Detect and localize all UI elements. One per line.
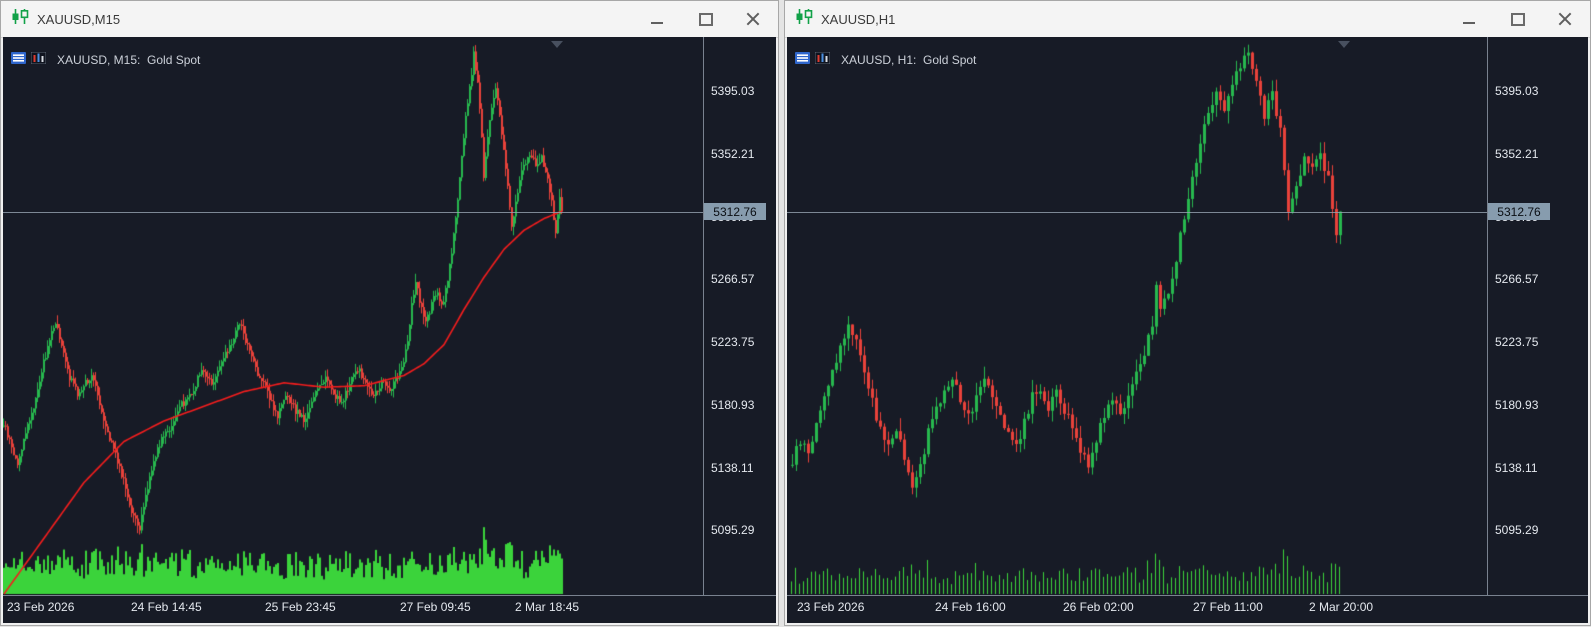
- time-axis-label: 26 Feb 02:00: [1063, 600, 1134, 614]
- time-axis-label: 23 Feb 2026: [797, 600, 865, 614]
- candlestick-chart-icon: [11, 9, 29, 29]
- close-button[interactable]: [746, 12, 760, 26]
- bar-chart-icon[interactable]: [814, 51, 831, 69]
- titlebar[interactable]: XAUUSD,M15: [1, 1, 778, 38]
- window-controls: [1462, 1, 1572, 37]
- time-axis-label: 24 Feb 16:00: [935, 600, 1006, 614]
- time-axis-label: 2 Mar 18:45: [515, 600, 580, 614]
- price-axis-label: 5138.11: [711, 460, 754, 475]
- time-axis-label: 27 Feb 09:45: [400, 600, 471, 614]
- price-axis[interactable]: 5395.035352.215309.395266.575223.755180.…: [703, 37, 776, 595]
- price-axis-label: 5395.03: [711, 83, 755, 98]
- chart-end-marker-icon[interactable]: [551, 41, 563, 48]
- price-axis-label: 5138.11: [1495, 460, 1538, 475]
- time-axis-label: 25 Feb 23:45: [265, 600, 336, 614]
- market-watch-icon[interactable]: [795, 51, 810, 69]
- time-axis[interactable]: 23 Feb 2026 24 Feb 16:00 26 Feb 02:00 27 Fe…: [787, 595, 1588, 618]
- market-watch-icon[interactable]: [11, 51, 26, 69]
- chart-legend: XAUUSD, M15: Gold Spot: [11, 51, 200, 69]
- bar-chart-icon[interactable]: [30, 51, 47, 69]
- window-title: XAUUSD,H1: [821, 11, 896, 27]
- price-axis-label: 5180.93: [711, 397, 755, 412]
- price-axis[interactable]: 5395.035352.215309.395266.575223.755180.…: [1487, 37, 1588, 595]
- candlestick-canvas[interactable]: [3, 41, 703, 595]
- window-title: XAUUSD,M15: [37, 11, 121, 27]
- time-axis[interactable]: 23 Feb 2026 24 Feb 14:45 25 Feb 23:45 27 Fe…: [3, 595, 776, 618]
- chart-window-m15: XAUUSD,M15 XAUUSD, M15: Gold Spot 5395.0…: [0, 0, 779, 626]
- price-axis-label: 5223.75: [711, 335, 755, 350]
- window-controls: [650, 1, 760, 37]
- candlestick-chart-icon: [795, 9, 813, 29]
- maximize-button[interactable]: [1510, 12, 1525, 26]
- time-axis-label: 23 Feb 2026: [7, 600, 75, 614]
- close-button[interactable]: [1558, 12, 1572, 26]
- chart-legend: XAUUSD, H1: Gold Spot: [795, 51, 976, 69]
- minimize-button[interactable]: [1462, 12, 1476, 26]
- current-price-line: [787, 211, 1487, 213]
- price-axis-label: 5352.21: [711, 146, 755, 161]
- chart-area[interactable]: XAUUSD, H1: Gold Spot 5395.035352.215309…: [787, 37, 1588, 623]
- chart-window-h1: XAUUSD,H1 XAUUSD, H1: Gold Spot 5395.03 5…: [784, 0, 1591, 626]
- price-axis-label: 5266.57: [1495, 272, 1539, 287]
- price-axis-label: 5095.29: [1495, 523, 1539, 538]
- current-price-tag: 5312.76: [1488, 203, 1550, 221]
- price-axis-label: 5395.03: [1495, 83, 1539, 98]
- price-axis-label: 5352.21: [1495, 146, 1539, 161]
- chart-area[interactable]: XAUUSD, M15: Gold Spot 5395.035352.21530…: [3, 37, 776, 623]
- time-axis-label: 27 Feb 11:00: [1193, 600, 1263, 614]
- minimize-button[interactable]: [650, 12, 664, 26]
- chart-end-marker-icon[interactable]: [1338, 41, 1350, 48]
- price-axis-label: 5180.93: [1495, 397, 1539, 412]
- time-axis-label: 2 Mar 20:00: [1309, 600, 1374, 614]
- titlebar[interactable]: XAUUSD,H1: [785, 1, 1590, 38]
- candlestick-canvas[interactable]: [787, 41, 1487, 595]
- current-price-line: [3, 211, 703, 213]
- price-axis-label: 5095.29: [711, 523, 755, 538]
- time-axis-label: 24 Feb 14:45: [131, 600, 202, 614]
- maximize-button[interactable]: [698, 12, 713, 26]
- price-axis-label: 5266.57: [711, 272, 755, 287]
- chart-legend-label: XAUUSD, M15: Gold Spot: [57, 53, 201, 67]
- chart-legend-label: XAUUSD, H1: Gold Spot: [841, 53, 977, 67]
- price-axis-label: 5223.75: [1495, 335, 1539, 350]
- current-price-tag: 5312.76: [704, 203, 766, 221]
